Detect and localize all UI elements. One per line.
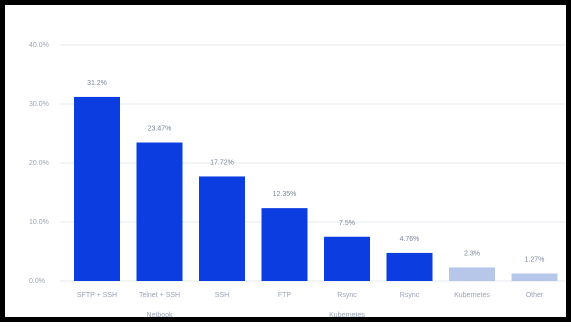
x-tick-label: Rsync [400, 292, 420, 299]
y-tick-label: 40.0% [29, 42, 49, 49]
data-label: 7.5% [339, 220, 355, 227]
x-tick-label: Rsync [337, 292, 357, 299]
y-tick-label: 20.0% [29, 160, 49, 167]
x-tick-label: Telnet + SSH [139, 292, 180, 299]
bar [261, 208, 308, 281]
data-label: 1.27% [525, 257, 545, 264]
x-tick-label: SFTP + SSH [77, 292, 117, 299]
bar [324, 236, 370, 281]
data-label: 17.72% [210, 159, 234, 166]
data-label: 31.2% [87, 80, 107, 87]
bar-chart: 0.0% 10.0% 20.0% 30.0% 40.0% 31.2% SFTP + SSH 2… [29, 42, 565, 319]
data-label: 12.35% [273, 191, 297, 198]
x-tick-label: Kubernetes [454, 292, 490, 299]
x-tick-label: SSH [215, 292, 229, 299]
x-tick-label: Other [526, 292, 544, 299]
bar [386, 252, 433, 281]
bar [511, 273, 558, 281]
y-tick-label: 0.0% [29, 278, 45, 285]
data-label: 2.3% [464, 250, 480, 257]
x-tick-label: FTP [278, 292, 292, 299]
x-group-label: Netbook [146, 312, 173, 319]
y-tick-label: 10.0% [29, 219, 49, 226]
x-group-label: Kubernetes [329, 312, 365, 319]
y-tick-label: 30.0% [29, 101, 49, 108]
data-label: 4.76% [400, 236, 420, 243]
bar [199, 176, 245, 281]
data-label: 23.47% [148, 126, 172, 133]
bar [136, 142, 183, 281]
bar [74, 96, 120, 281]
bar [449, 267, 495, 281]
